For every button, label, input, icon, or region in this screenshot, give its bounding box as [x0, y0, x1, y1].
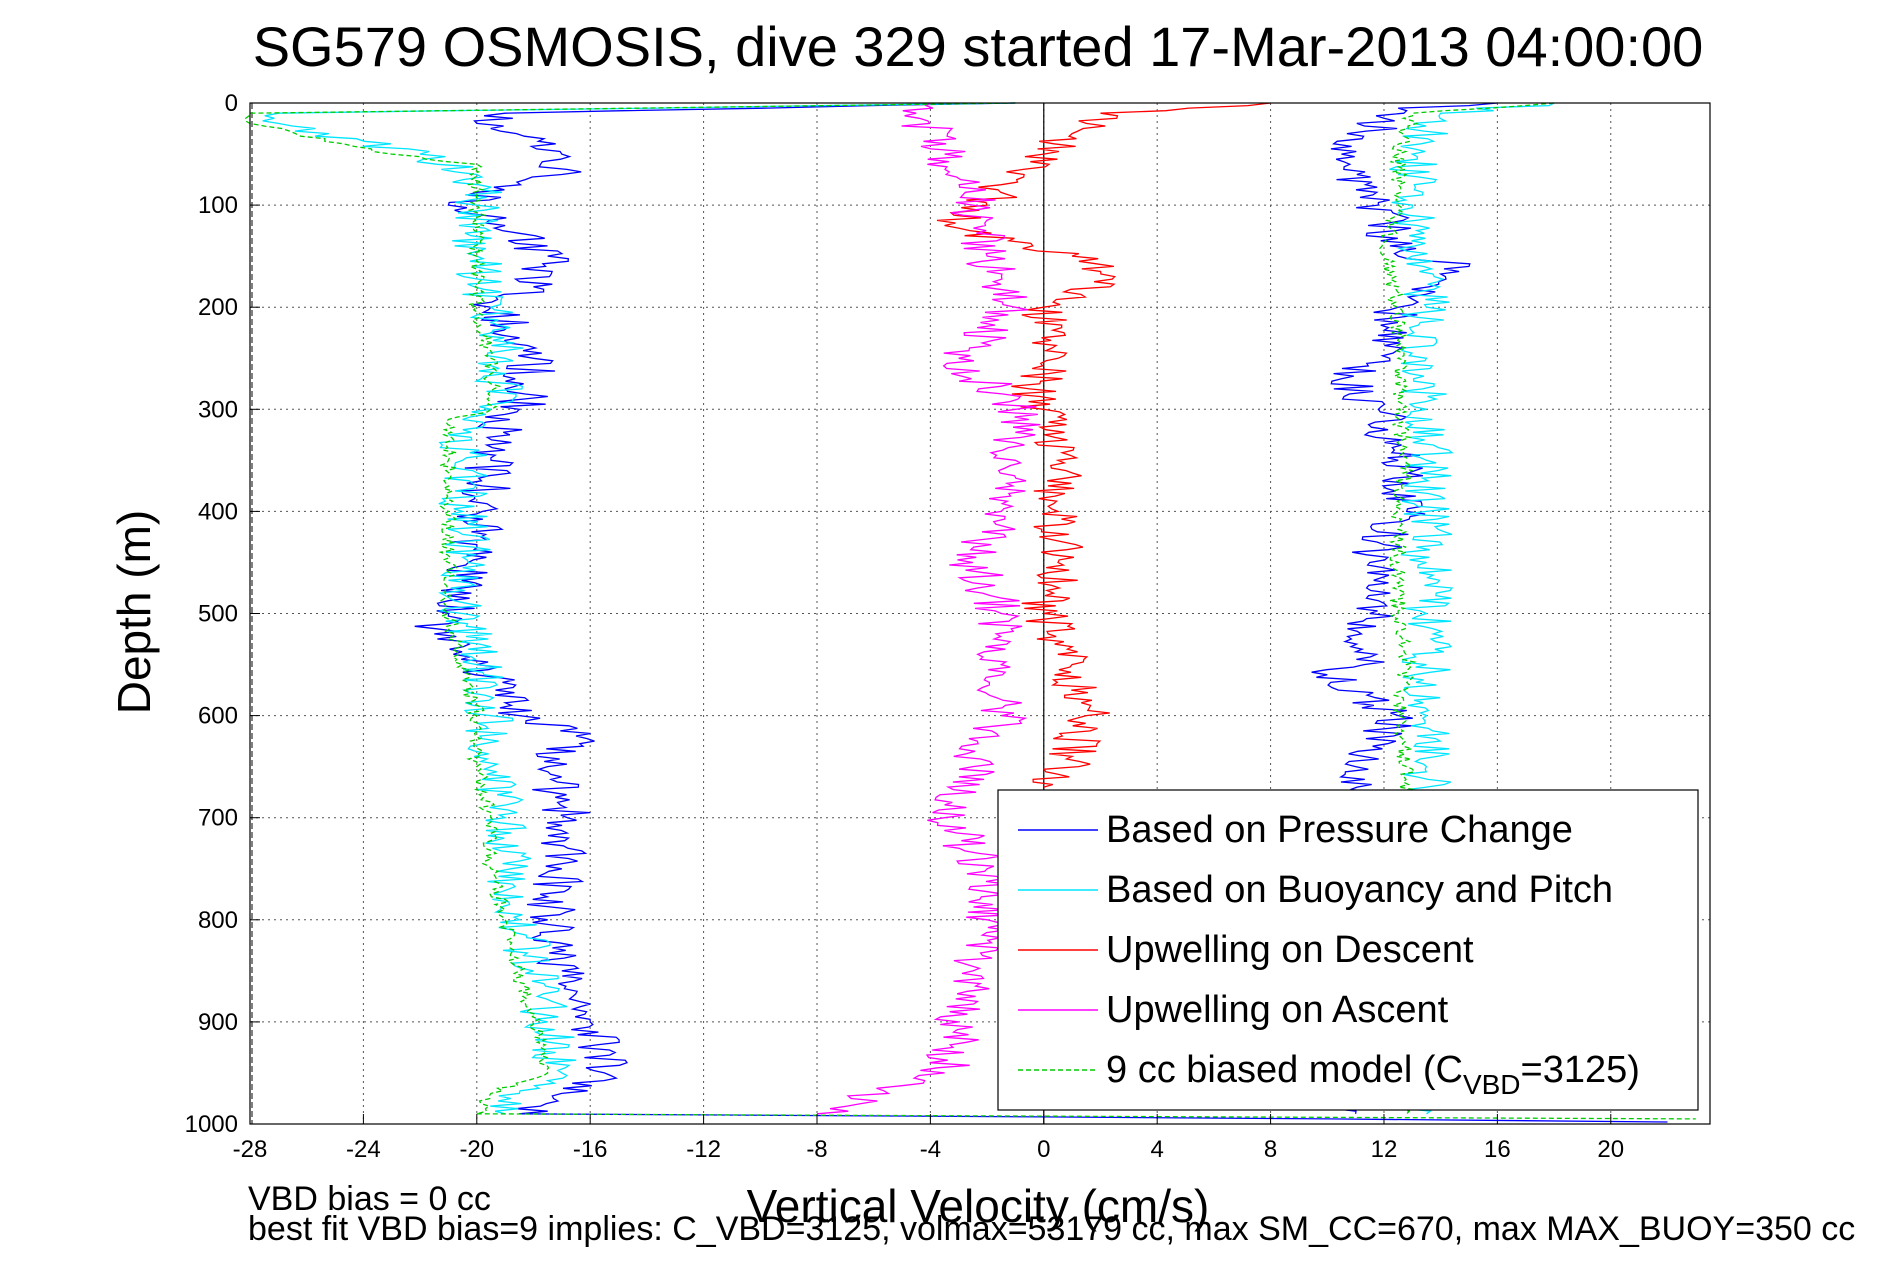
legend-label: 9 cc biased model (CVBD=3125): [1106, 1049, 1640, 1100]
plot-axes: [249, 102, 1711, 1125]
y-tick-label: 600: [198, 703, 238, 730]
series-line-4-segment-1: [816, 102, 1041, 1115]
y-tick-labels: 0 100 200 300 400 500 600 700 800 900 1000: [185, 90, 238, 1138]
y-tick-label: 300: [198, 396, 238, 423]
y-tick-label: 500: [198, 601, 238, 628]
x-tick-label: -20: [459, 1136, 494, 1163]
x-tick-label: -4: [920, 1136, 941, 1163]
x-tick-label: 8: [1264, 1136, 1277, 1163]
legend-label: Upwelling on Descent: [1106, 929, 1474, 971]
x-axis-label: Vertical Velocity (cm/s): [747, 1180, 1210, 1232]
x-tick-label: 0: [1037, 1136, 1050, 1163]
y-tick-label: 800: [198, 907, 238, 934]
series-line-5-segment-2: [476, 1113, 1696, 1120]
y-tick-label: 700: [198, 805, 238, 832]
x-tick-label: 4: [1151, 1136, 1164, 1163]
x-tick-label: -28: [233, 1136, 268, 1163]
x-tick-label: -24: [346, 1136, 381, 1163]
y-tick-label: 200: [198, 294, 238, 321]
y-tick-label: 1000: [185, 1111, 238, 1138]
x-tick-label: -8: [806, 1136, 827, 1163]
y-tick-label: 400: [198, 498, 238, 525]
x-tick-label: -16: [573, 1136, 608, 1163]
series-line-5-segment-1: [244, 102, 1016, 1115]
x-tick-label: -12: [686, 1136, 721, 1163]
footer-bestfit-text: best fit VBD bias=9 implies: C_VBD=3125,…: [248, 1210, 1856, 1248]
x-tick-label: 20: [1597, 1136, 1624, 1163]
chart-title: SG579 OSMOSIS, dive 329 started 17-Mar-2…: [253, 15, 1704, 78]
y-tick-label: 100: [198, 192, 238, 219]
y-axis-label: Depth (m): [108, 510, 160, 714]
legend-label: Based on Pressure Change: [1106, 809, 1573, 851]
series-line-1-segment-1: [414, 102, 1016, 1115]
legend-label: Upwelling on Ascent: [1106, 989, 1449, 1031]
legend: Based on Pressure Change Based on Buoyanc…: [997, 789, 1699, 1111]
footer-bias-text: VBD bias = 0 cc: [248, 1180, 491, 1218]
x-tick-label: 12: [1371, 1136, 1398, 1163]
x-tick-label: 16: [1484, 1136, 1511, 1163]
y-tick-label: 900: [198, 1009, 238, 1036]
series-line-5-segment-3: [1378, 102, 1555, 1115]
series-line-3-segment-1: [936, 102, 1271, 788]
series-line-2-segment-1: [262, 102, 1016, 1115]
legend-box: [997, 789, 1699, 1111]
legend-label: Based on Buoyancy and Pitch: [1106, 869, 1613, 911]
y-tick-label: 0: [225, 90, 238, 117]
x-tick-labels: -28 -24 -20 -16 -12 -8 -4 0 4 8 12 16 20: [233, 1136, 1624, 1163]
